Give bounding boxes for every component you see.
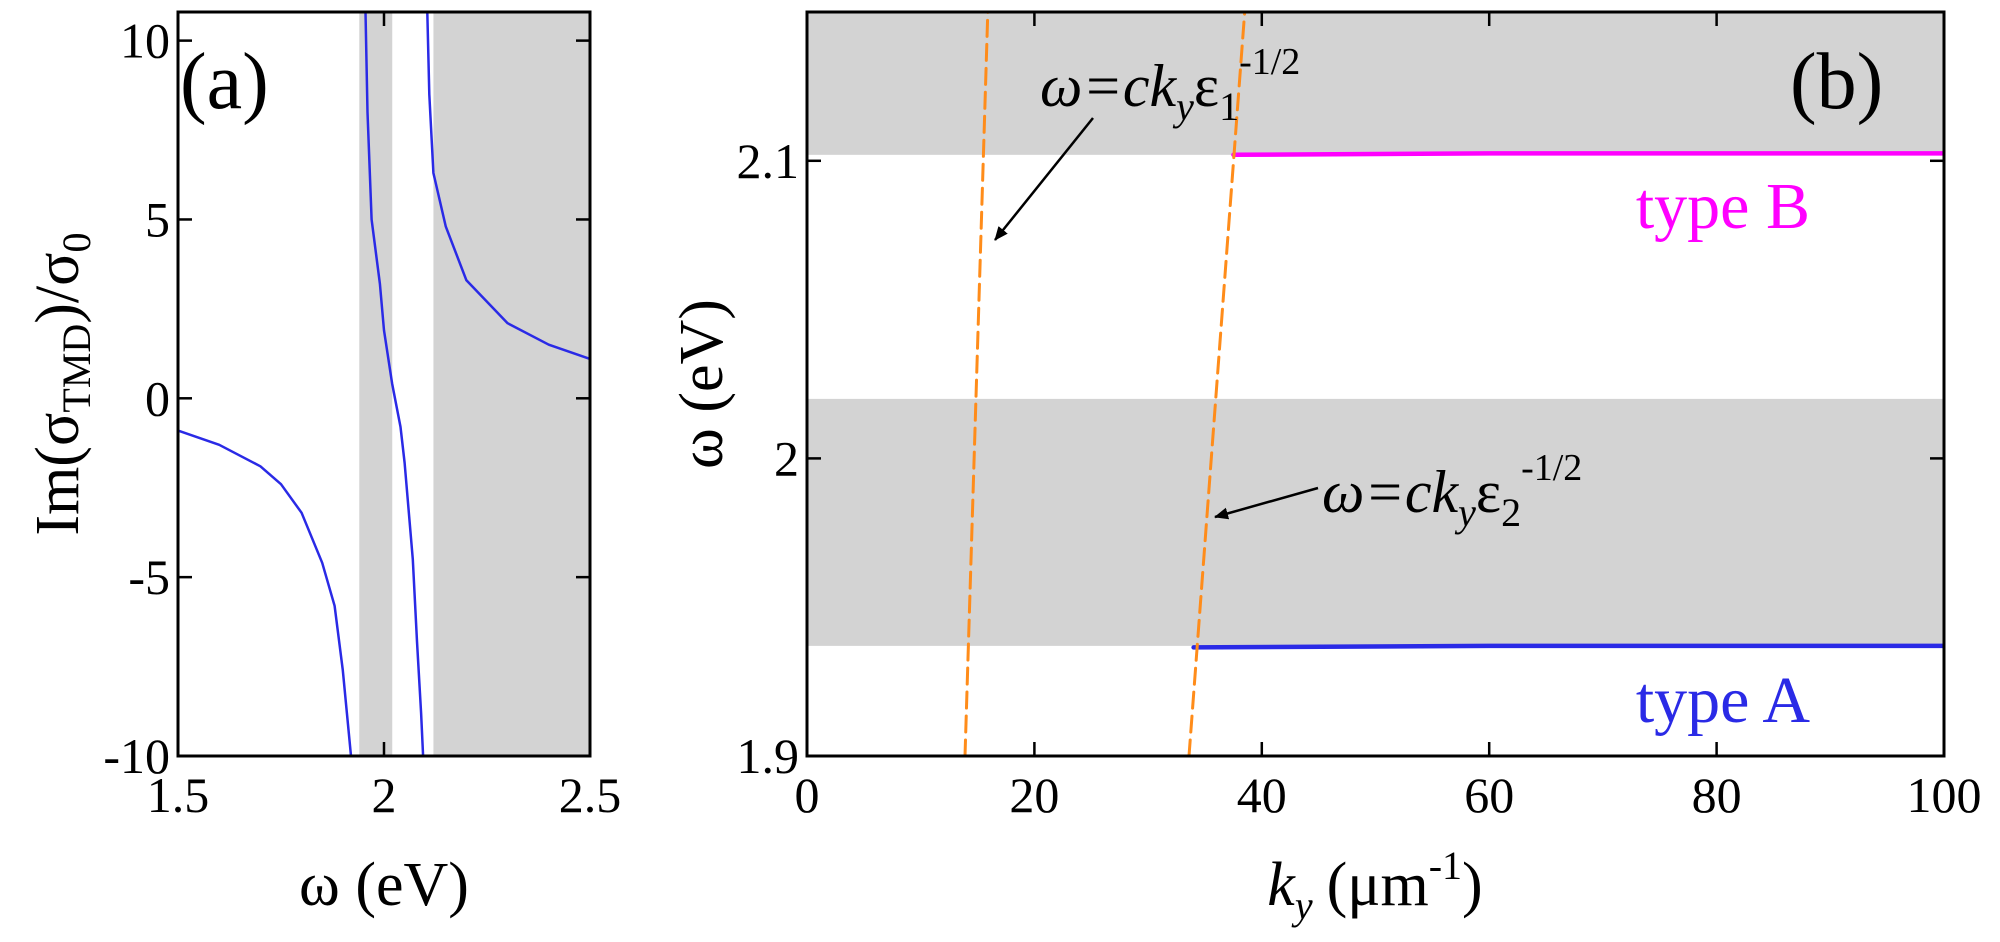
ann2-eps: ε <box>1476 459 1501 525</box>
series-line-2-0 <box>963 12 990 756</box>
x-tick-label: 40 <box>1237 767 1287 823</box>
shaded-band-1 <box>433 12 590 756</box>
shaded-band-0 <box>359 12 393 756</box>
ylabel-sub-tmd: TMD <box>54 324 99 413</box>
series-line-0-2 <box>426 12 590 361</box>
annotation-arrow-1 <box>994 117 1094 241</box>
y-tick-label: -5 <box>128 549 170 605</box>
x-tick-label: 60 <box>1464 767 1514 823</box>
ann1-lhs: ω=c <box>1040 53 1149 119</box>
x-tick-label: 1.5 <box>147 767 210 823</box>
series-line-0-1 <box>364 12 425 756</box>
shaded-band-0 <box>807 398 1944 646</box>
ann2-epssub: 2 <box>1501 490 1521 535</box>
x-tick-label: 2.5 <box>559 767 622 823</box>
xlabel-ksub: y <box>1291 883 1313 928</box>
panel-a-y-axis-label: Im(σTMD)/σ0 <box>24 232 99 535</box>
panel-b-series <box>963 12 1944 756</box>
y-tick-label: 2 <box>774 430 799 486</box>
x-tick-label: 20 <box>1009 767 1059 823</box>
y-tick-label: 1.9 <box>737 728 800 784</box>
ann2-lhs: ω=c <box>1322 459 1431 525</box>
panel-b-shaded-bands <box>807 12 1944 646</box>
annotation-arrow-2 <box>1214 486 1319 520</box>
ann1-epssub: 1 <box>1219 84 1239 129</box>
y-tick-label: 2.1 <box>737 133 800 189</box>
panel-a-ticks: 1.5 2 2.5 -10 -5 0 5 10 <box>103 12 621 823</box>
panel-b-y-axis-label: ω (eV) <box>668 299 736 469</box>
panel-a-shaded-bands <box>359 12 590 756</box>
y-tick-label: -10 <box>103 728 170 784</box>
ylabel-sub-0: 0 <box>54 232 99 252</box>
ann1-eps: ε <box>1194 53 1219 119</box>
annotation-light-line-eps2: ω=ckyε2-1/2 <box>1322 447 1582 535</box>
xlabel-close: ) <box>1462 851 1483 919</box>
xlabel-sup: -1 <box>1429 843 1462 888</box>
ylabel-im: Im(σ <box>24 413 92 536</box>
panel-b-frame <box>805 10 1946 758</box>
y-tick-label: 0 <box>145 370 170 426</box>
annotation-light-line-eps1: ω=ckyε1-1/2 <box>1040 41 1300 129</box>
shaded-band-1 <box>807 12 1944 155</box>
panel-b-ticks: 0 20 40 60 80 100 1.9 2 2.1 <box>737 12 1982 823</box>
ann1-ksub: y <box>1172 84 1194 129</box>
ann1-k: k <box>1149 53 1177 119</box>
series-line-1-0 <box>1191 643 1944 650</box>
ylabel-close: )/σ <box>24 252 92 323</box>
panel-b-x-axis-label: ky (μm-1) <box>1267 843 1482 928</box>
series-line-3-0 <box>1187 12 1247 756</box>
xlabel-k: k <box>1267 851 1296 919</box>
x-tick-label: 0 <box>795 767 820 823</box>
y-tick-label: 10 <box>120 13 170 69</box>
panel-b: 0 20 40 60 80 100 1.9 2 2.1 (b) type B type A ω=… <box>668 10 1982 928</box>
x-tick-label: 100 <box>1907 767 1982 823</box>
panel-b-label: (b) <box>1790 38 1883 126</box>
y-tick-label: 5 <box>145 191 170 247</box>
panel-a-label: (a) <box>180 38 269 126</box>
panel-a-x-axis-label: ω (eV) <box>299 851 469 919</box>
ann2-k: k <box>1431 459 1459 525</box>
xlabel-unit: (μm <box>1327 851 1429 919</box>
panel-a-series <box>178 12 590 756</box>
x-tick-label: 80 <box>1692 767 1742 823</box>
ann1-sup: -1/2 <box>1239 41 1300 83</box>
series-line-0-0 <box>1231 151 1944 158</box>
ann2-ksub: y <box>1454 490 1476 535</box>
series-line-0-0 <box>178 429 353 756</box>
legend-type-a: type A <box>1636 664 1810 737</box>
legend-type-b: type B <box>1636 170 1810 243</box>
x-tick-label: 2 <box>372 767 397 823</box>
ann2-sup: -1/2 <box>1521 447 1582 489</box>
